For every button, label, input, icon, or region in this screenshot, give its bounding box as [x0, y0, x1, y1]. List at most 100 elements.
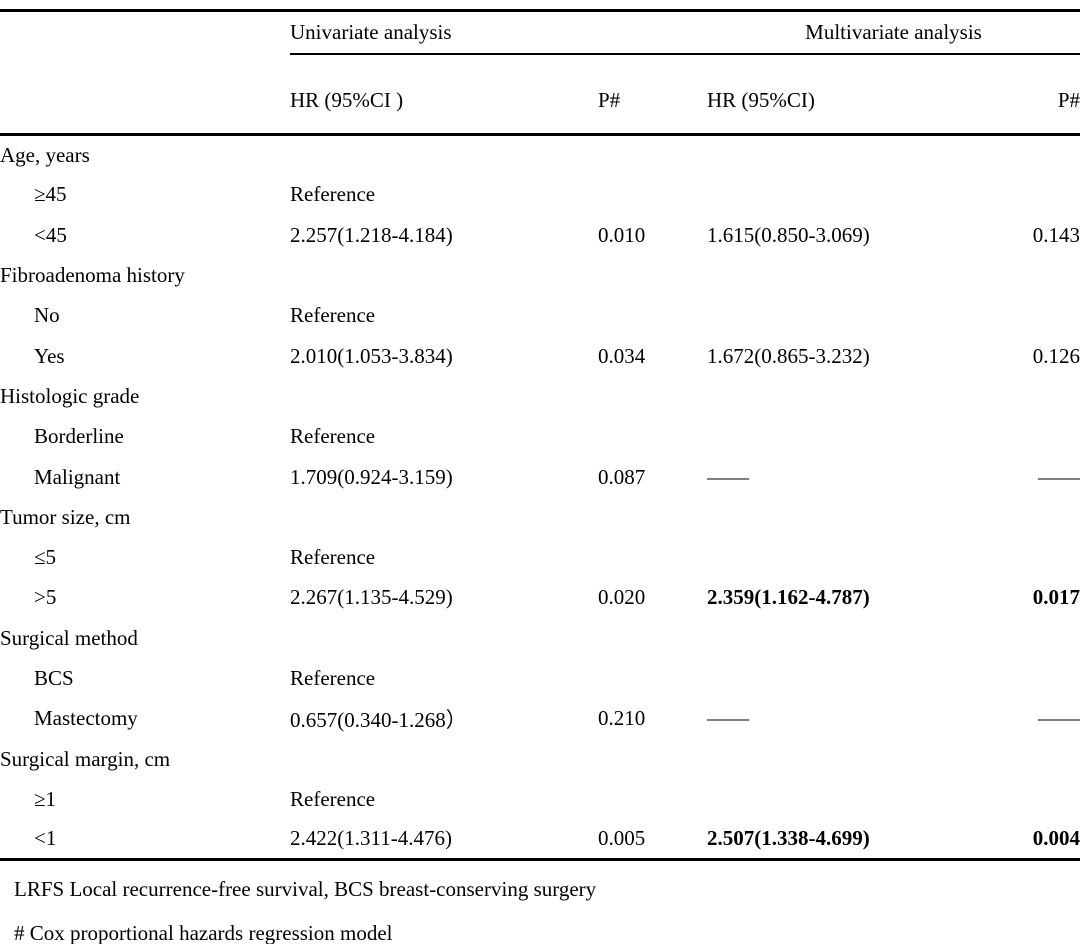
multivariate-p-cell	[988, 376, 1080, 416]
univariate-p-cell	[598, 658, 707, 698]
univariate-p-cell	[598, 296, 707, 336]
univariate-hr-cell: Reference	[290, 666, 376, 690]
multivariate-hr-header: HR (95%CI)	[707, 53, 988, 136]
row-label: Surgical method	[0, 625, 138, 650]
univariate-hr-cell: Reference	[290, 303, 376, 328]
row-label: ≤5	[34, 545, 57, 570]
table-row: Mastectomy 0.657(0.340-1.268） 0.210 —— —…	[0, 699, 1080, 739]
multivariate-hr-cell: 1.615(0.850-3.069)	[707, 222, 870, 247]
multivariate-p-cell: ——	[1038, 464, 1080, 489]
univariate-hr-cell: 2.267(1.135-4.529)	[290, 585, 453, 610]
row-label: Surgical margin, cm	[0, 746, 171, 771]
row-label: >5	[34, 585, 57, 610]
univariate-hr-cell: 0.657(0.340-1.268）	[290, 707, 467, 732]
row-label: <1	[34, 826, 57, 851]
multivariate-hr-cell	[707, 779, 988, 819]
analysis-group-header-row: Univariate analysis Multivariate analysi…	[0, 9, 1080, 55]
multivariate-p-cell	[988, 417, 1080, 457]
multivariate-p-cell: 0.004	[1032, 826, 1080, 851]
univariate-p-cell	[598, 376, 707, 416]
univariate-p-cell	[598, 497, 707, 537]
univariate-p-cell: 0.210	[598, 706, 646, 731]
univariate-p-cell: 0.010	[598, 222, 646, 247]
row-label: Malignant	[34, 464, 121, 489]
multivariate-hr-cell	[707, 135, 988, 175]
multivariate-hr-cell	[707, 658, 988, 698]
univariate-hr-header: HR (95%CI )	[290, 53, 598, 136]
multivariate-p-cell	[988, 296, 1080, 336]
table-row: >5 2.267(1.135-4.529) 0.020 2.359(1.162-…	[0, 578, 1080, 618]
univariate-hr-cell: Reference	[290, 424, 376, 449]
multivariate-p-cell	[988, 658, 1080, 698]
row-label: Yes	[34, 343, 65, 368]
univariate-p-cell: 0.087	[598, 464, 646, 489]
empty-corner-cell	[0, 9, 290, 54]
row-label: Tumor size, cm	[0, 504, 131, 529]
univariate-hr-cell: 2.010(1.053-3.834)	[290, 343, 453, 368]
table-row: Malignant 1.709(0.924-3.159) 0.087 —— ——	[0, 457, 1080, 497]
multivariate-p-cell: 0.126	[1032, 343, 1080, 368]
multivariate-hr-cell	[707, 255, 988, 295]
univariate-hr-cell: 2.257(1.218-4.184)	[290, 222, 453, 247]
multivariate-p-cell: 0.017	[1032, 585, 1080, 610]
table-row: Fibroadenoma history	[0, 255, 1080, 295]
row-label: No	[34, 303, 60, 328]
footnote-abbreviations: LRFS Local recurrence-free survival, BCS…	[14, 877, 597, 902]
multivariate-p-cell	[988, 618, 1080, 658]
univariate-p-cell	[598, 175, 707, 215]
univariate-hr-cell	[290, 497, 598, 537]
table-row: No Reference	[0, 296, 1080, 336]
multivariate-hr-cell: 1.672(0.865-3.232)	[707, 343, 870, 368]
multivariate-hr-cell: ——	[707, 464, 749, 489]
row-label: Age, years	[0, 142, 90, 167]
table-row: ≤5 Reference	[0, 537, 1080, 577]
univariate-hr-cell	[290, 255, 598, 295]
row-label: Histologic grade	[0, 383, 140, 408]
multivariate-p-header: P#	[988, 53, 1080, 136]
univariate-analysis-header: Univariate analysis	[290, 9, 707, 55]
univariate-p-cell	[598, 618, 707, 658]
table-row: Surgical method	[0, 618, 1080, 658]
multivariate-hr-cell	[707, 296, 988, 336]
univariate-hr-cell: 1.709(0.924-3.159)	[290, 464, 453, 489]
table-row: Yes 2.010(1.053-3.834) 0.034 1.672(0.865…	[0, 336, 1080, 376]
univariate-p-cell	[598, 417, 707, 457]
table-header: Univariate analysis Multivariate analysi…	[0, 9, 1080, 136]
footnotes: LRFS Local recurrence-free survival, BCS…	[0, 861, 1080, 944]
multivariate-p-cell	[988, 537, 1080, 577]
multivariate-hr-cell	[707, 376, 988, 416]
multivariate-hr-cell	[707, 497, 988, 537]
row-label: Mastectomy	[34, 706, 138, 731]
multivariate-hr-cell	[707, 739, 988, 779]
table-row: BCS Reference	[0, 658, 1080, 698]
row-label: <45	[34, 222, 67, 247]
univariate-hr-cell: Reference	[290, 786, 376, 811]
univariate-hr-cell: 2.422(1.311-4.476)	[290, 826, 452, 851]
multivariate-p-cell	[988, 175, 1080, 215]
multivariate-p-cell	[988, 779, 1080, 819]
univariate-p-cell: 0.005	[598, 826, 646, 851]
univariate-hr-cell: Reference	[290, 182, 376, 207]
multivariate-hr-cell: 2.507(1.338-4.699)	[707, 826, 870, 851]
univariate-p-cell: 0.020	[598, 585, 646, 610]
row-label: Fibroadenoma history	[0, 263, 185, 288]
multivariate-hr-cell: 2.359(1.162-4.787)	[707, 585, 870, 610]
table-row: Tumor size, cm	[0, 497, 1080, 537]
univariate-p-cell	[598, 779, 707, 819]
row-label: BCS	[34, 666, 74, 690]
table-row: <45 2.257(1.218-4.184) 0.010 1.615(0.850…	[0, 215, 1080, 255]
multivariate-p-cell: ——	[1038, 706, 1080, 731]
row-label: ≥1	[34, 786, 57, 811]
multivariate-hr-cell	[707, 417, 988, 457]
multivariate-hr-cell	[707, 537, 988, 577]
univariate-p-cell	[598, 255, 707, 295]
multivariate-hr-cell: ——	[707, 706, 749, 731]
univariate-p-cell	[598, 537, 707, 577]
table-body: Age, years ≥45 Reference <45 2.257(1.218…	[0, 135, 1080, 860]
multivariate-p-cell	[988, 255, 1080, 295]
univariate-p-header: P#	[598, 53, 707, 136]
table-row: Surgical margin, cm	[0, 739, 1080, 779]
univariate-p-cell	[598, 135, 707, 175]
table-row: ≥1 Reference	[0, 779, 1080, 819]
